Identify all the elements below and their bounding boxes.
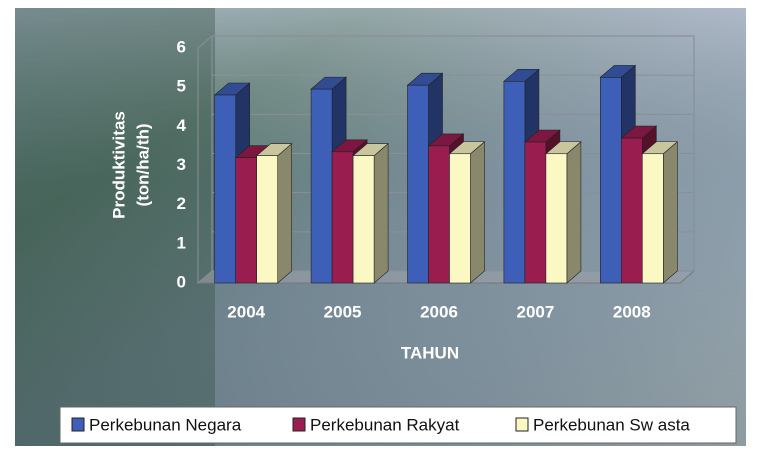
bar xyxy=(332,152,353,283)
bar-side xyxy=(374,144,388,283)
y-tick-label: 1 xyxy=(177,233,186,252)
bar xyxy=(600,77,621,283)
y-tick-label: 5 xyxy=(177,77,186,96)
x-axis-title: TAHUN xyxy=(401,343,459,362)
bar xyxy=(353,156,374,283)
x-tick-label: 2006 xyxy=(420,302,458,321)
legend-label: Perkebunan Sw asta xyxy=(533,415,690,434)
bar xyxy=(215,95,236,283)
bar xyxy=(311,89,332,283)
legend-label: Perkebunan Negara xyxy=(89,415,242,434)
bar xyxy=(525,142,546,283)
bar xyxy=(450,154,471,283)
bar xyxy=(642,154,663,283)
bar xyxy=(429,146,450,283)
y-axis-title: (ton/ha/th) xyxy=(133,123,152,206)
bar xyxy=(621,138,642,283)
y-tick-label: 6 xyxy=(177,37,186,56)
y-tick-label: 3 xyxy=(177,155,186,174)
x-tick-label: 2004 xyxy=(227,302,265,321)
legend-swatch xyxy=(72,418,84,431)
bar xyxy=(546,154,567,283)
legend-label: Perkebunan Rakyat xyxy=(310,415,460,434)
chart: 0 1 2 3 4 5 6 2004 2005 2006 2007 2008 TAHUN Produk… xyxy=(0,0,761,450)
y-tick-label: 4 xyxy=(177,116,187,135)
y-tick-label: 0 xyxy=(177,272,186,291)
bar-side xyxy=(567,142,581,283)
bar xyxy=(236,158,257,283)
bar-side xyxy=(471,142,485,283)
x-tick-label: 2007 xyxy=(516,302,554,321)
legend-swatch xyxy=(516,418,528,431)
page: 0 1 2 3 4 5 6 2004 2005 2006 2007 2008 TAHUN Produk… xyxy=(0,0,761,450)
bar xyxy=(504,81,525,283)
background-forest xyxy=(15,8,215,446)
bar xyxy=(408,85,429,283)
legend-swatch xyxy=(293,418,305,431)
bar xyxy=(257,156,278,283)
bar-side xyxy=(663,142,677,283)
x-tick-label: 2008 xyxy=(613,302,651,321)
bar-side xyxy=(278,144,292,283)
y-axis-title: Produktivitas xyxy=(109,111,128,219)
x-tick-label: 2005 xyxy=(324,302,362,321)
y-tick-label: 2 xyxy=(177,194,186,213)
